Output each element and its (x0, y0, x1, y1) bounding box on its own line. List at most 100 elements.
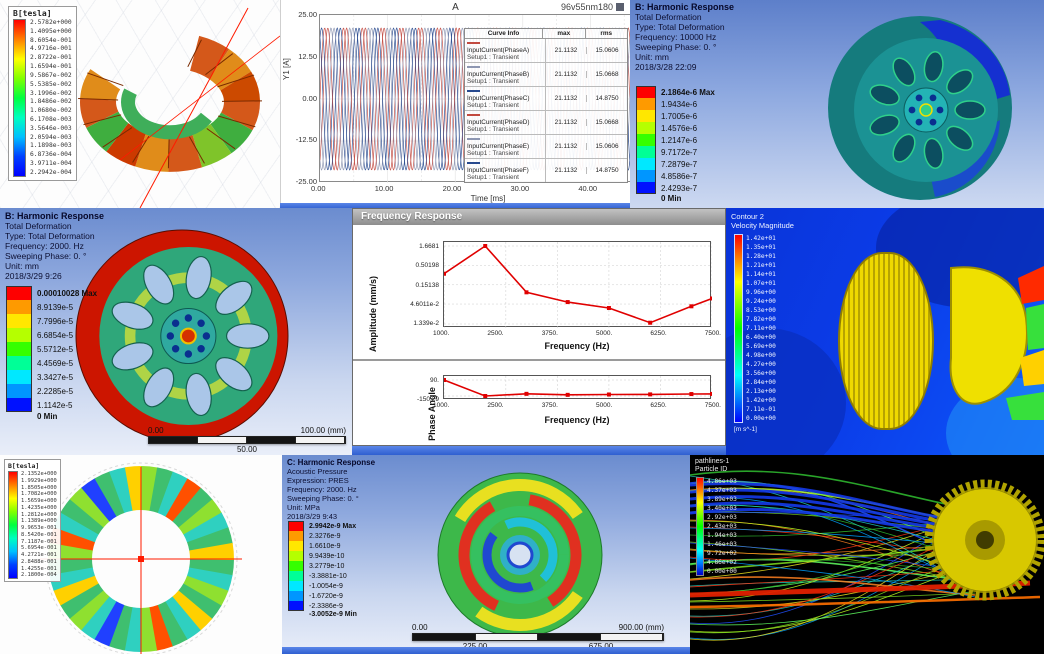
header-line: 2018/3/29 9:43 (287, 512, 338, 521)
legend-row: 6.6854e-5 (6, 328, 97, 342)
y-tick: 1.339e-2 (413, 320, 439, 327)
legend-value: 4.4569e-5 (37, 358, 74, 368)
gear-rotor (838, 252, 934, 430)
legend-swatch (636, 146, 656, 158)
col-curve-info: Curve Info (465, 29, 544, 38)
legend-value: 9.5867e-002 (30, 71, 72, 79)
legend-value: 1.46e+03 (707, 541, 737, 548)
legend-row: 0.00010028 Max (6, 286, 97, 300)
legend-value: 6.8736e-004 (30, 151, 72, 159)
pathlines-variable: Particle ID (695, 466, 728, 473)
curve-name-cell: InputCurrent(PhaseE) Setup1 : Transient (465, 135, 546, 158)
harmonic-2000-viewport[interactable]: B: Harmonic Response Total Deformation Typ… (0, 208, 352, 455)
header-line: Type: Total Deformation (635, 22, 725, 32)
x-tick: 2500. (487, 402, 504, 409)
legend-value: 7.11e+00 (746, 325, 776, 332)
curve-info-table: Curve Info max rms InputCurrent(PhaseA) … (464, 28, 628, 183)
x-tick: 7500. (704, 330, 721, 337)
legend-value: 7.11e-01 (746, 406, 776, 413)
legend-value: 1.42e+00 (746, 397, 776, 404)
header-title: B: Harmonic Response (5, 211, 105, 221)
maxwell-torus-viewport[interactable]: B[tesla] 2.5782e+000 1.4095e+000 8.6054e-0… (0, 0, 280, 208)
legend-value: 2.8488e-001 (21, 558, 57, 565)
legend-value: -3.3881e-10 (309, 572, 347, 580)
curve-color-swatch (467, 42, 480, 45)
contour-header: Contour 2 Velocity Magnitude (731, 212, 794, 230)
legend-value: 9.72e+02 (707, 550, 737, 557)
field-legend: B[tesla] 2.1352e+000 1.9929e+000 1.8505e+0… (4, 459, 61, 582)
cfd-velocity-viewport[interactable]: Contour 2 Velocity Magnitude 1.42e+01 1.3… (726, 208, 1044, 455)
current-plot-panel[interactable]: A 96v55nm180 Y1 [A] 25.00 12.50 0.00 -12.50… (280, 0, 630, 203)
legend-value: 2.1352e+000 (21, 471, 57, 477)
header-line: Expression: PRES (287, 476, 349, 485)
x-tick: 1000. (433, 330, 450, 337)
legend-value: 4.86e+02 (707, 559, 737, 566)
legend-value: 3.9711e-004 (30, 160, 72, 167)
legend-value: 2.5782e+000 (30, 19, 72, 26)
curve-name: InputCurrent(PhaseB) (467, 71, 530, 78)
curve-max: 21.1132 (546, 47, 587, 54)
x-tick: 6250. (650, 402, 667, 409)
acoustic-disc (437, 472, 603, 638)
acoustic-viewport[interactable]: C: Harmonic Response Acoustic Pressure Exp… (282, 455, 690, 654)
curve-rms: 15.0668 (595, 71, 619, 78)
legend-value: 4.8586e-7 (661, 171, 698, 181)
ruler-bar (148, 436, 346, 444)
legend-value: 9.7172e-7 (661, 147, 698, 157)
legend-swatch (288, 601, 304, 611)
maxwell-rotor-viewport[interactable]: B[tesla] 2.1352e+000 1.9929e+000 1.8505e+0… (0, 455, 282, 654)
harmonic-10000-viewport[interactable]: B: Harmonic Response Total Deformation Typ… (630, 0, 1044, 208)
legend-value: 0.00010028 Max (37, 288, 98, 298)
y-tick: 1.6681 (419, 243, 439, 250)
legend-swatch (6, 300, 32, 314)
ruler-q1: 225.00 (463, 642, 487, 651)
streamlines-viewport[interactable]: pathlines-1 Particle ID 4.86e+03 4.37e+03… (690, 455, 1044, 654)
particle-legend: 4.86e+03 4.37e+03 3.89e+03 3.40e+03 2.92e+03… (696, 477, 737, 576)
plot-title: A (452, 2, 459, 13)
header-line: 2018/3/29 9:26 (5, 271, 62, 281)
curve-name-cell: InputCurrent(PhaseC) Setup1 : Transient (465, 87, 546, 110)
legend-row: 2.3276e-9 (288, 531, 357, 541)
curve-name: InputCurrent(PhaseA) (467, 47, 530, 54)
legend-value: 5.6954e-001 (21, 545, 57, 552)
legend-value: 9.9439e-10 (309, 552, 345, 560)
curve-max: 21.1132 (546, 143, 587, 150)
header-line: Type: Total Deformation (5, 231, 95, 241)
legend-value: 5.5712e-5 (37, 344, 74, 354)
legend-value: 1.35e+01 (746, 244, 776, 251)
legend-swatch (288, 581, 304, 591)
legend-row: 1.6610e-9 (288, 541, 357, 551)
legend-value: 4.37e+03 (707, 487, 737, 494)
legend-value: 9.96e+00 (746, 289, 776, 296)
legend-row: 2.2285e-5 (6, 384, 97, 398)
legend-value: 2.9942e-9 Max (309, 522, 357, 530)
legend-value: -1.0054e-9 (309, 582, 343, 590)
contour-name: Contour 2 (731, 212, 764, 221)
legend-value: 4.2721e-001 (21, 552, 57, 559)
curve-color-swatch (467, 90, 480, 93)
legend-value: 0.00e+00 (707, 568, 737, 575)
header-line: Frequency: 2000. Hz (5, 241, 84, 251)
x-tick: 3750. (541, 330, 558, 337)
legend-value: 1.28e+01 (746, 253, 776, 260)
y-tick: 12.50 (298, 51, 317, 61)
header-line: Unit: mm (635, 52, 669, 62)
window-title-bar[interactable]: Frequency Response (353, 209, 725, 225)
legend-value: 1.8486e-002 (30, 98, 72, 106)
legend-swatch (288, 521, 304, 531)
legend-swatch (6, 356, 32, 370)
legend-value: 1.6594e-001 (30, 63, 72, 71)
legend-unit: [m s^-1] (734, 426, 757, 433)
legend-title: B[tesla] (13, 9, 52, 18)
scale-ruler: 0.00 100.00 (mm) 50.00 (148, 426, 346, 455)
header-line: Sweeping Phase: 0. ° (635, 42, 717, 52)
legend-value: 8.5420e-001 (21, 531, 57, 538)
corner-label: 96v55nm180 (560, 2, 613, 12)
legend-value: 6.40e+00 (746, 334, 776, 341)
window-edge-strip (280, 203, 630, 209)
curve-rms: 14.8750 (595, 167, 619, 174)
legend-value: 2.84e+00 (746, 379, 776, 386)
legend-min: 0 Min (661, 194, 682, 203)
header-line: Frequency: 2000. Hz (287, 485, 357, 494)
legend-value: 0.00e+00 (746, 415, 776, 422)
